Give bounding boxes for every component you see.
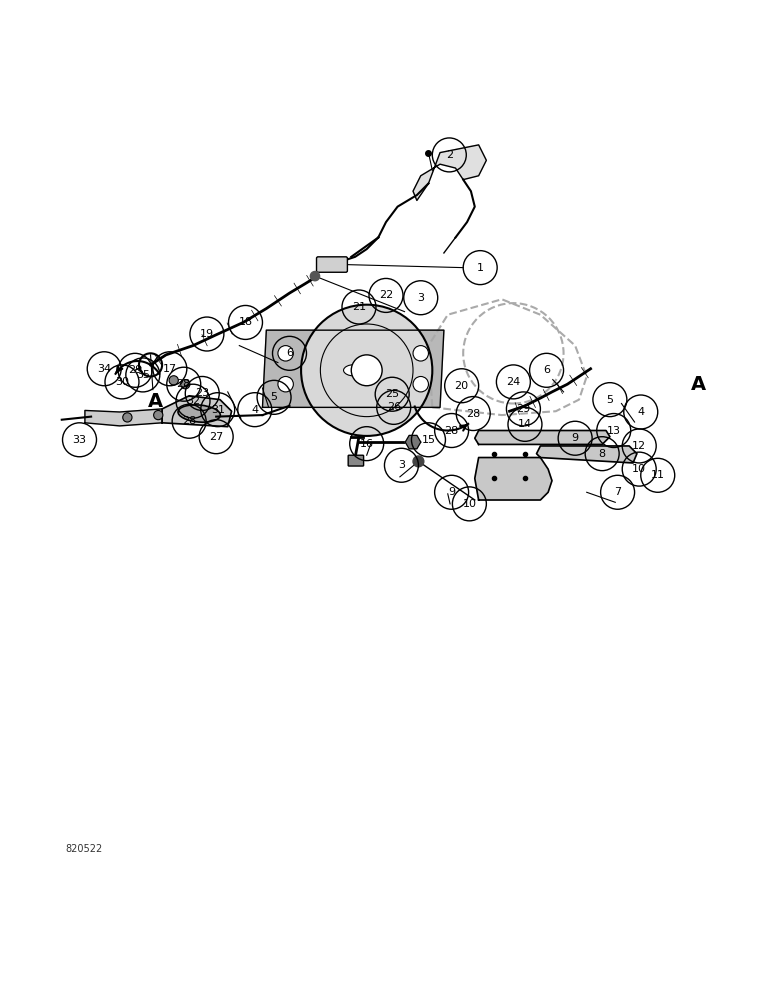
Text: 13: 13 (607, 426, 621, 436)
Text: 24: 24 (506, 377, 520, 387)
Text: 10: 10 (632, 464, 646, 474)
Polygon shape (475, 458, 552, 500)
Polygon shape (85, 409, 162, 426)
Text: 8: 8 (598, 449, 606, 459)
Text: 1: 1 (476, 263, 484, 273)
Circle shape (278, 376, 293, 392)
Text: 29: 29 (516, 404, 530, 414)
Circle shape (310, 271, 320, 281)
Circle shape (301, 305, 432, 436)
Text: 35: 35 (136, 370, 150, 380)
Circle shape (278, 346, 293, 361)
Text: 22: 22 (379, 290, 393, 300)
Text: 28: 28 (466, 409, 480, 419)
FancyBboxPatch shape (348, 455, 364, 466)
Text: A: A (148, 392, 164, 411)
Polygon shape (537, 446, 637, 463)
Text: 30: 30 (115, 377, 129, 387)
Text: 25: 25 (385, 389, 399, 399)
Text: 32: 32 (186, 396, 200, 406)
Ellipse shape (178, 405, 220, 422)
Ellipse shape (344, 365, 367, 376)
Text: 20: 20 (455, 381, 469, 391)
Text: 28: 28 (445, 426, 459, 436)
Text: 14: 14 (518, 419, 532, 429)
Circle shape (351, 355, 382, 386)
Text: 5: 5 (606, 395, 614, 405)
Text: 28: 28 (182, 416, 196, 426)
Text: 7: 7 (614, 487, 621, 497)
Text: 2: 2 (445, 150, 453, 160)
Text: 17: 17 (163, 364, 177, 374)
Text: A: A (691, 375, 706, 394)
Polygon shape (475, 431, 610, 444)
Text: 18: 18 (239, 317, 252, 327)
Text: 4: 4 (251, 405, 259, 415)
Text: 12: 12 (632, 441, 646, 451)
Text: 9: 9 (448, 487, 455, 497)
Text: 5: 5 (270, 392, 278, 402)
Text: 27: 27 (209, 432, 223, 442)
Polygon shape (405, 435, 421, 449)
Text: 820522: 820522 (66, 844, 103, 854)
Text: 3: 3 (398, 460, 405, 470)
Circle shape (413, 346, 428, 361)
Polygon shape (162, 396, 232, 427)
Text: 26: 26 (387, 402, 401, 412)
Polygon shape (413, 145, 486, 200)
Circle shape (123, 413, 132, 422)
Text: 9: 9 (571, 433, 579, 443)
Text: 21: 21 (352, 302, 366, 312)
Text: 6: 6 (543, 365, 550, 375)
Text: 33: 33 (73, 435, 86, 445)
Text: 19: 19 (200, 329, 214, 339)
Text: 3: 3 (417, 293, 425, 303)
Text: 10: 10 (462, 499, 476, 509)
Text: 4: 4 (637, 407, 645, 417)
Text: 28: 28 (177, 379, 191, 389)
Text: 34: 34 (97, 364, 111, 374)
Text: 31: 31 (211, 405, 225, 415)
Text: 23: 23 (195, 388, 209, 398)
Circle shape (169, 376, 178, 385)
Text: 15: 15 (422, 435, 435, 445)
Text: 16: 16 (360, 439, 374, 449)
FancyBboxPatch shape (317, 257, 347, 272)
Circle shape (181, 380, 190, 389)
Circle shape (413, 376, 428, 392)
Circle shape (154, 410, 163, 420)
Text: 29: 29 (128, 365, 142, 375)
Polygon shape (262, 330, 444, 407)
Text: 6: 6 (286, 348, 293, 358)
Text: 11: 11 (651, 470, 665, 480)
Circle shape (413, 456, 424, 467)
